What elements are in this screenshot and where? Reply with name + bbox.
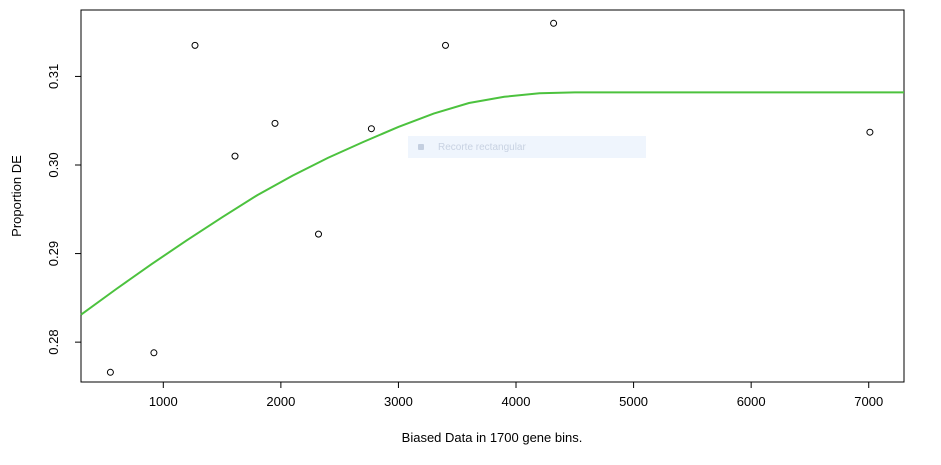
data-point (191, 41, 199, 49)
y-tick-label: 0.28 (46, 329, 61, 354)
x-axis-title: Biased Data in 1700 gene bins. (402, 430, 583, 445)
points-layer (106, 19, 874, 376)
x-tick-label: 1000 (149, 394, 178, 409)
x-tick-label: 6000 (737, 394, 766, 409)
fit-line-layer (80, 91, 904, 316)
y-axis: 0.28 0.29 0.30 0.31 (46, 64, 81, 355)
data-point (442, 41, 449, 49)
x-tick-label: 3000 (384, 394, 413, 409)
y-axis-title: Proportion DE (9, 155, 24, 237)
y-tick-label: 0.29 (46, 241, 61, 266)
data-point (550, 19, 558, 27)
x-tick-label: 4000 (502, 394, 531, 409)
x-tick-label: 2000 (266, 394, 295, 409)
y-tick-label: 0.30 (46, 152, 61, 177)
data-point (315, 230, 322, 238)
fit-line (80, 91, 904, 316)
x-axis: 1000 2000 3000 4000 5000 6000 7000 (149, 382, 883, 409)
data-point (367, 125, 375, 133)
data-point (150, 349, 158, 357)
data-point (106, 368, 114, 376)
plot-frame (80, 9, 905, 383)
data-point (231, 152, 239, 160)
x-tick-label: 5000 (619, 394, 648, 409)
y-tick-label: 0.31 (46, 64, 61, 89)
data-point (271, 119, 279, 127)
data-point (866, 128, 874, 136)
snip-overlay-label: Recorte rectangular (438, 141, 526, 153)
snip-icon (418, 144, 424, 150)
snip-overlay[interactable]: Recorte rectangular (408, 136, 646, 158)
x-tick-label: 7000 (854, 394, 883, 409)
